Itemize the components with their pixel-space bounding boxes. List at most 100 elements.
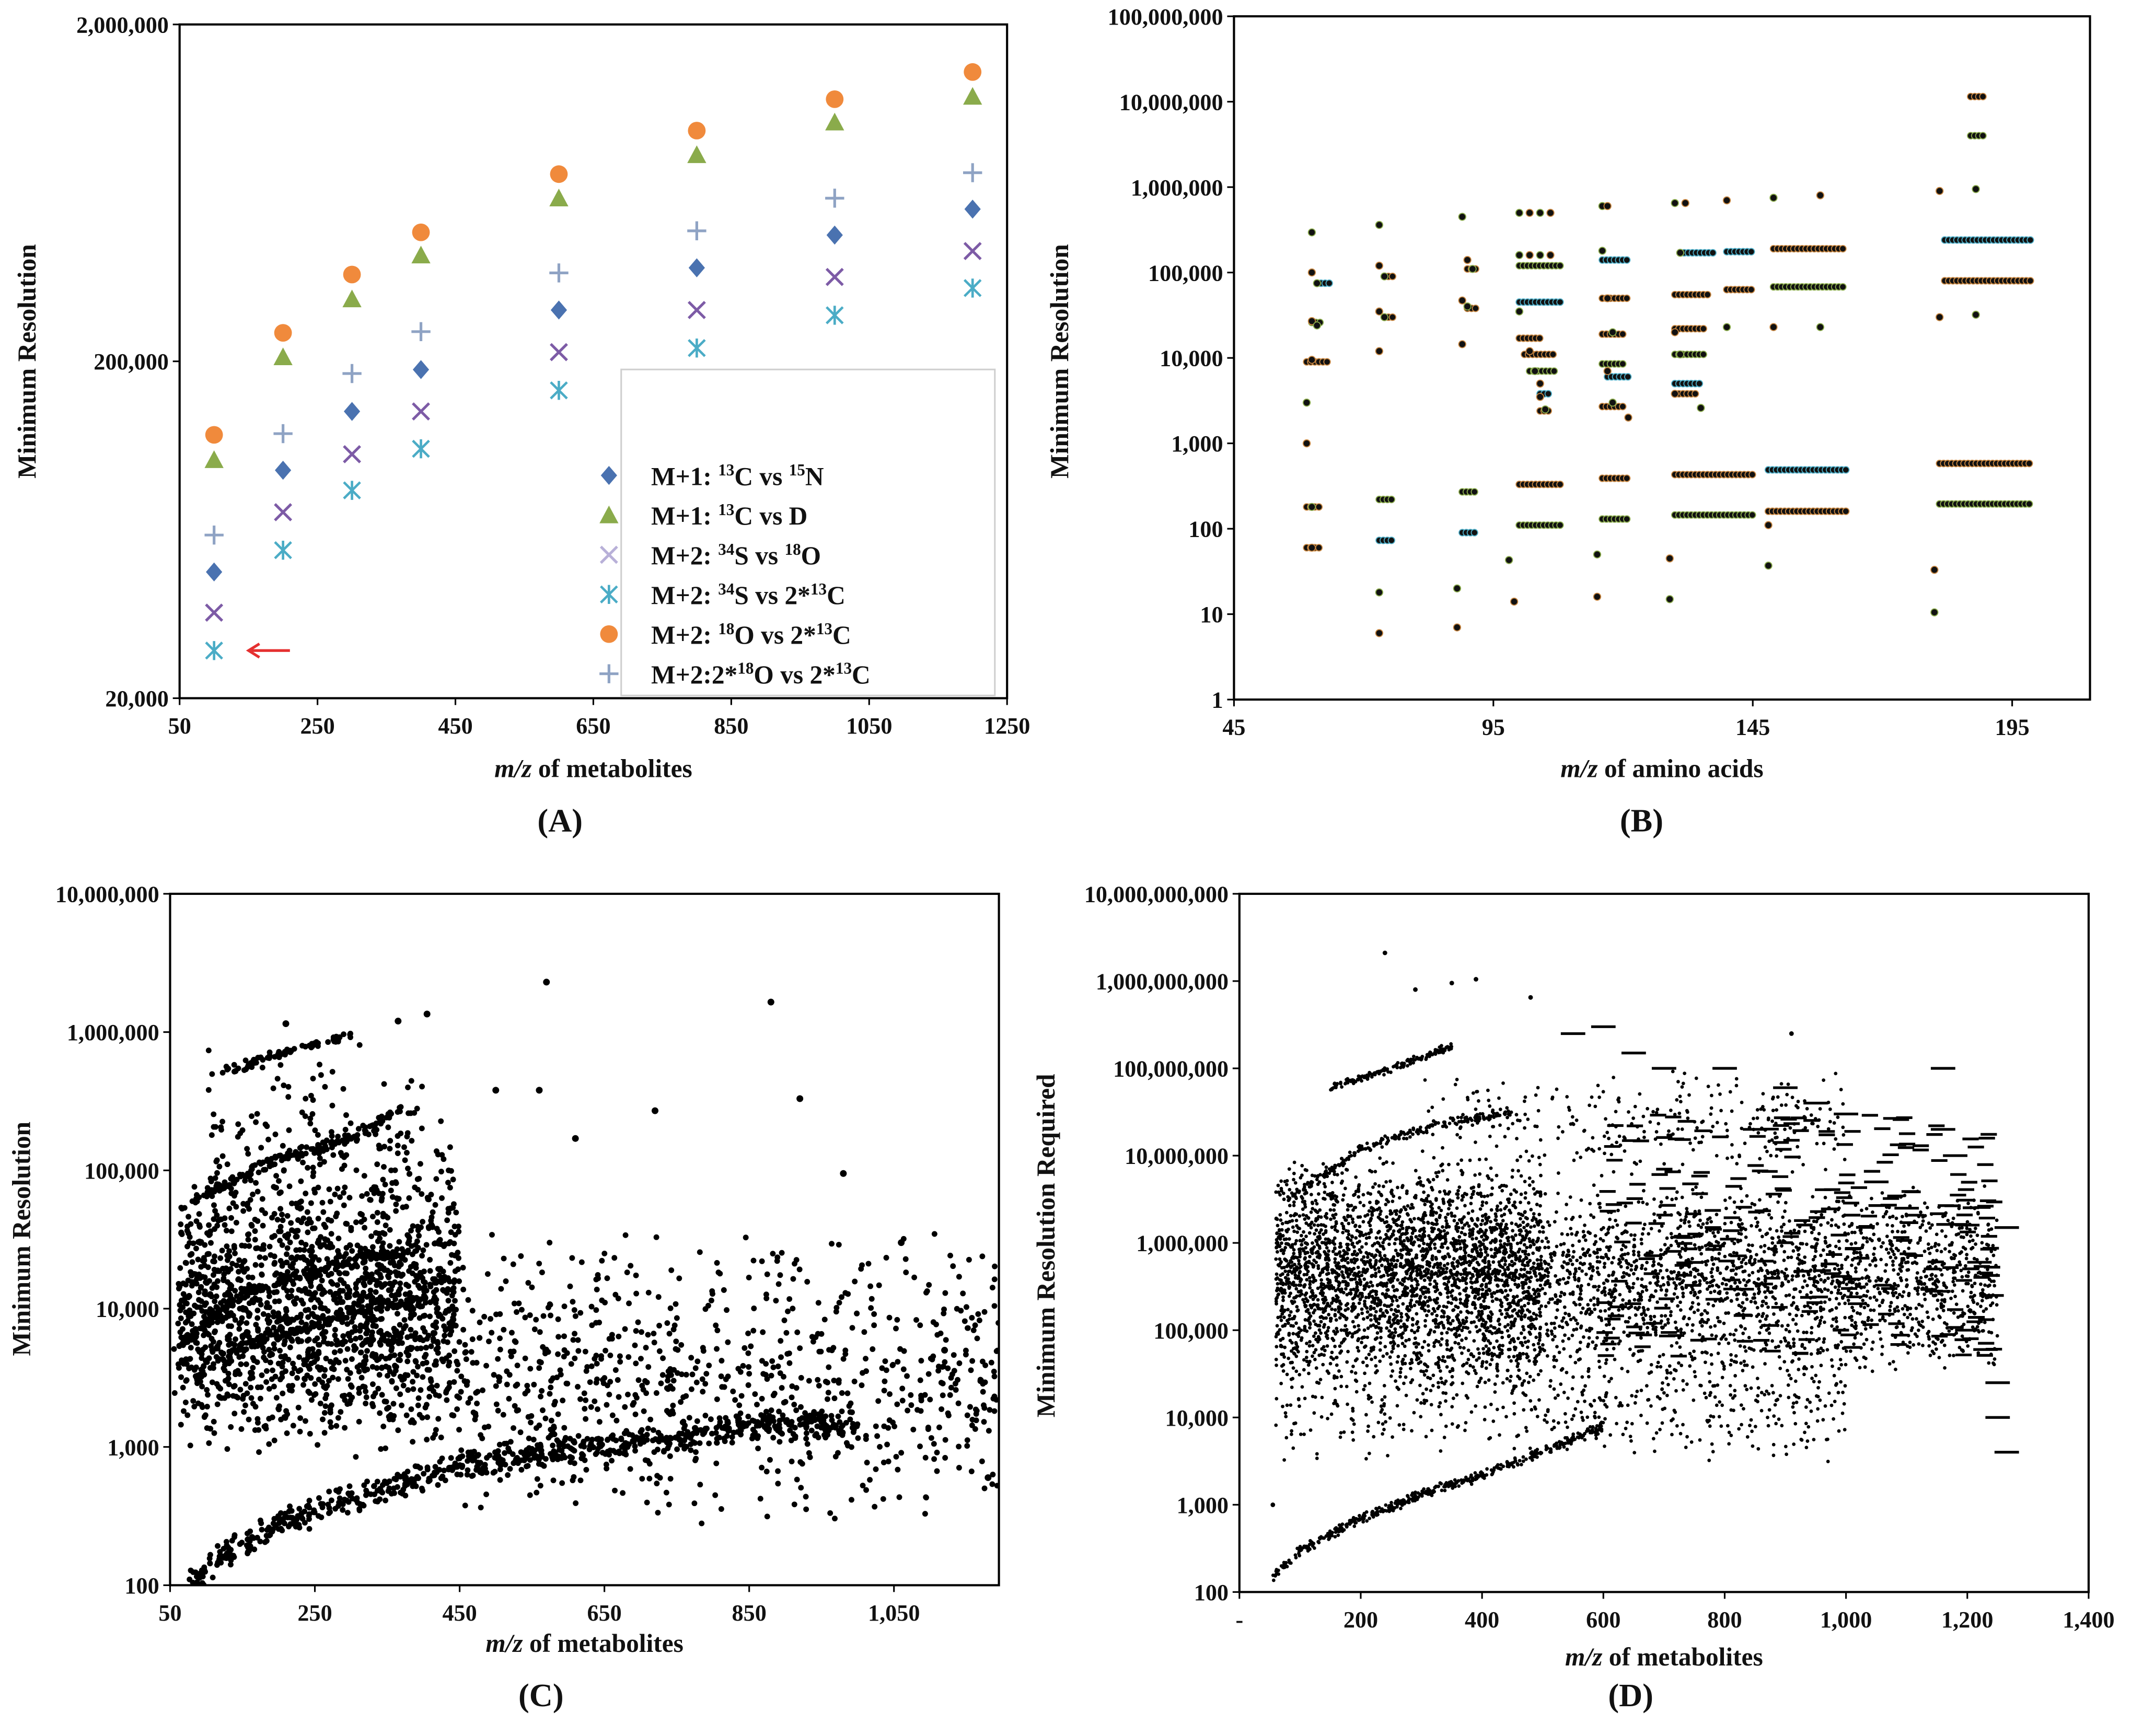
- data-point: [693, 1379, 700, 1385]
- data-point: [1521, 1459, 1525, 1463]
- data-point: [1541, 405, 1549, 414]
- data-point: [295, 1404, 302, 1411]
- data-point: [786, 1350, 792, 1356]
- data-point: [900, 1366, 907, 1372]
- data-point: [931, 1441, 937, 1447]
- data-point: [401, 1144, 407, 1150]
- data-point: [826, 225, 843, 245]
- data-point: [1402, 1498, 1405, 1502]
- data-point: [991, 1303, 998, 1309]
- data-point: [670, 1402, 676, 1408]
- data-point: [383, 1445, 389, 1451]
- data-point: [667, 1440, 673, 1447]
- data-point: [772, 1423, 778, 1429]
- data-point: [825, 189, 844, 208]
- data-point: [1536, 393, 1544, 401]
- data-point: [396, 1264, 402, 1270]
- data-point: [176, 1286, 182, 1291]
- data-point: [806, 1378, 812, 1384]
- data-point: [758, 1412, 765, 1418]
- data-point: [524, 1382, 530, 1389]
- data-point: [325, 1039, 331, 1045]
- data-point: [404, 1134, 410, 1140]
- data-point: [479, 1467, 485, 1474]
- data-point: [803, 1436, 809, 1442]
- data-point: [402, 1157, 408, 1163]
- data-point: [776, 1408, 782, 1415]
- data-point: [733, 1413, 739, 1419]
- data-point: [328, 1231, 334, 1237]
- data-point: [750, 1257, 757, 1264]
- data-point: [815, 1377, 821, 1383]
- data-point: [537, 1329, 543, 1335]
- data-point: [688, 1447, 694, 1453]
- data-point: [368, 1491, 374, 1497]
- data-point: [594, 1286, 600, 1292]
- data-point: [399, 1246, 405, 1252]
- data-point: [454, 1368, 460, 1374]
- data-point: [412, 439, 430, 459]
- data-point: [328, 1140, 334, 1147]
- data-point: [288, 1293, 294, 1299]
- data-point: [262, 1255, 268, 1261]
- data-point: [271, 1283, 277, 1289]
- legend-entry: M+2:2*18O vs 2*13C: [651, 659, 871, 689]
- data-point: [245, 1237, 251, 1243]
- data-point: [816, 1382, 822, 1389]
- data-point: [876, 1282, 882, 1288]
- data-point: [197, 1304, 203, 1310]
- data-point: [855, 1435, 861, 1441]
- data-point: [870, 1346, 876, 1352]
- data-point: [425, 1478, 432, 1484]
- data-point: [306, 1042, 312, 1048]
- data-point: [417, 1303, 423, 1310]
- data-point: [215, 1278, 221, 1284]
- data-point: [258, 1301, 264, 1308]
- data-point: [953, 1387, 959, 1393]
- data-point: [527, 1312, 533, 1318]
- data-point: [601, 1250, 608, 1256]
- data-point: [404, 1249, 411, 1255]
- data-point: [273, 424, 293, 444]
- data-point: [207, 1228, 214, 1234]
- data-point: [628, 1263, 634, 1269]
- data-point: [860, 1483, 866, 1488]
- data-point: [1340, 1522, 1345, 1527]
- data-point: [210, 1361, 216, 1367]
- data-point: [346, 1195, 353, 1201]
- data-point: [443, 1390, 449, 1396]
- data-point: [832, 1453, 839, 1460]
- data-point: [1623, 256, 1631, 264]
- y-tick-label: 1,000: [107, 1435, 159, 1460]
- data-point: [282, 1020, 289, 1027]
- data-point: [792, 1425, 798, 1431]
- data-point: [469, 1308, 476, 1314]
- data-point: [582, 1406, 588, 1412]
- data-point: [991, 1393, 998, 1400]
- data-point: [1531, 1458, 1534, 1462]
- data-point: [267, 1352, 273, 1358]
- data-point: [356, 1368, 362, 1374]
- data-point: [492, 1087, 500, 1094]
- data-point: [224, 1161, 230, 1168]
- data-point: [740, 1362, 746, 1369]
- data-point: [310, 1164, 316, 1171]
- data-point: [380, 1176, 386, 1183]
- data-point: [395, 1311, 400, 1317]
- data-point: [496, 1441, 503, 1448]
- data-point: [642, 1457, 648, 1463]
- data-point: [411, 246, 431, 264]
- data-point: [192, 1199, 199, 1206]
- data-point: [282, 1353, 288, 1359]
- data-point: [265, 1136, 271, 1143]
- data-point: [369, 1244, 376, 1250]
- data-point: [236, 1326, 242, 1332]
- data-point: [408, 1078, 414, 1084]
- data-point: [200, 1368, 206, 1374]
- data-point: [928, 1435, 934, 1441]
- data-point: [306, 1526, 312, 1532]
- data-point: [552, 1450, 558, 1456]
- data-point: [431, 1289, 437, 1295]
- data-point: [383, 1222, 389, 1229]
- data-point: [1550, 367, 1558, 375]
